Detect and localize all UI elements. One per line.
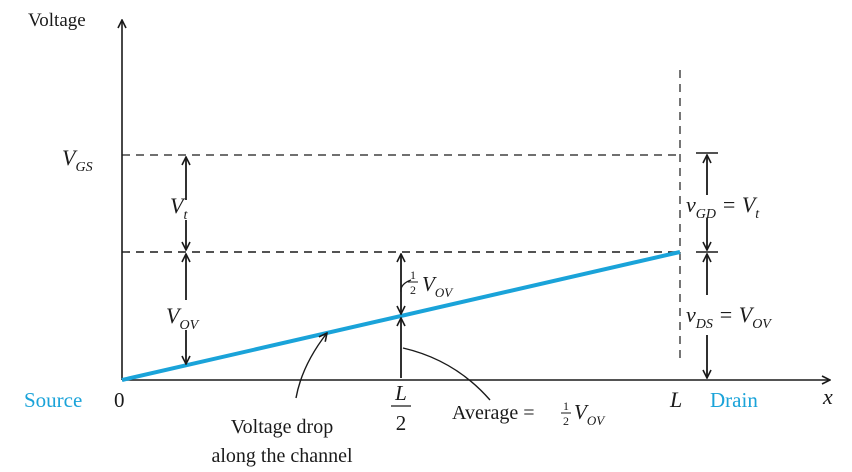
y-axis-label: Voltage — [28, 10, 86, 31]
svg-text:2: 2 — [563, 414, 569, 428]
svg-text:VOV: VOV — [574, 400, 606, 428]
vgd-equals-vt-label: vGD = Vt — [686, 192, 760, 222]
voltage-drop-text-line1: Voltage drop — [231, 416, 333, 438]
svg-text:VOV: VOV — [422, 272, 454, 300]
channel-voltage-line — [121, 250, 681, 382]
origin-label: 0 — [114, 388, 125, 412]
source-label: Source — [24, 388, 82, 412]
vds-equals-vov-label: vDS = VOV — [686, 302, 772, 332]
x-axis-label: x — [822, 384, 833, 409]
vt-label: Vt — [170, 193, 188, 223]
half-L-label: L 2 — [391, 381, 411, 435]
svg-text:Average =: Average = — [452, 402, 535, 424]
vgs-label: VGS — [62, 145, 93, 175]
half-vov-label: 1 2 VOV — [408, 268, 454, 300]
svg-text:1: 1 — [410, 268, 416, 282]
voltage-drop-leader — [295, 333, 327, 399]
voltage-drop-text-line2: along the channel — [211, 445, 352, 467]
svg-text:2: 2 — [410, 283, 416, 297]
svg-text:2: 2 — [396, 411, 407, 435]
drain-label: Drain — [710, 388, 758, 412]
average-label: Average = 1 2 VOV — [452, 399, 606, 428]
vov-label: VOV — [166, 303, 200, 333]
svg-text:1: 1 — [563, 399, 569, 413]
L-label: L — [669, 387, 682, 412]
half-vov-leader — [400, 279, 412, 293]
svg-text:L: L — [394, 381, 407, 405]
average-leader — [402, 347, 491, 401]
